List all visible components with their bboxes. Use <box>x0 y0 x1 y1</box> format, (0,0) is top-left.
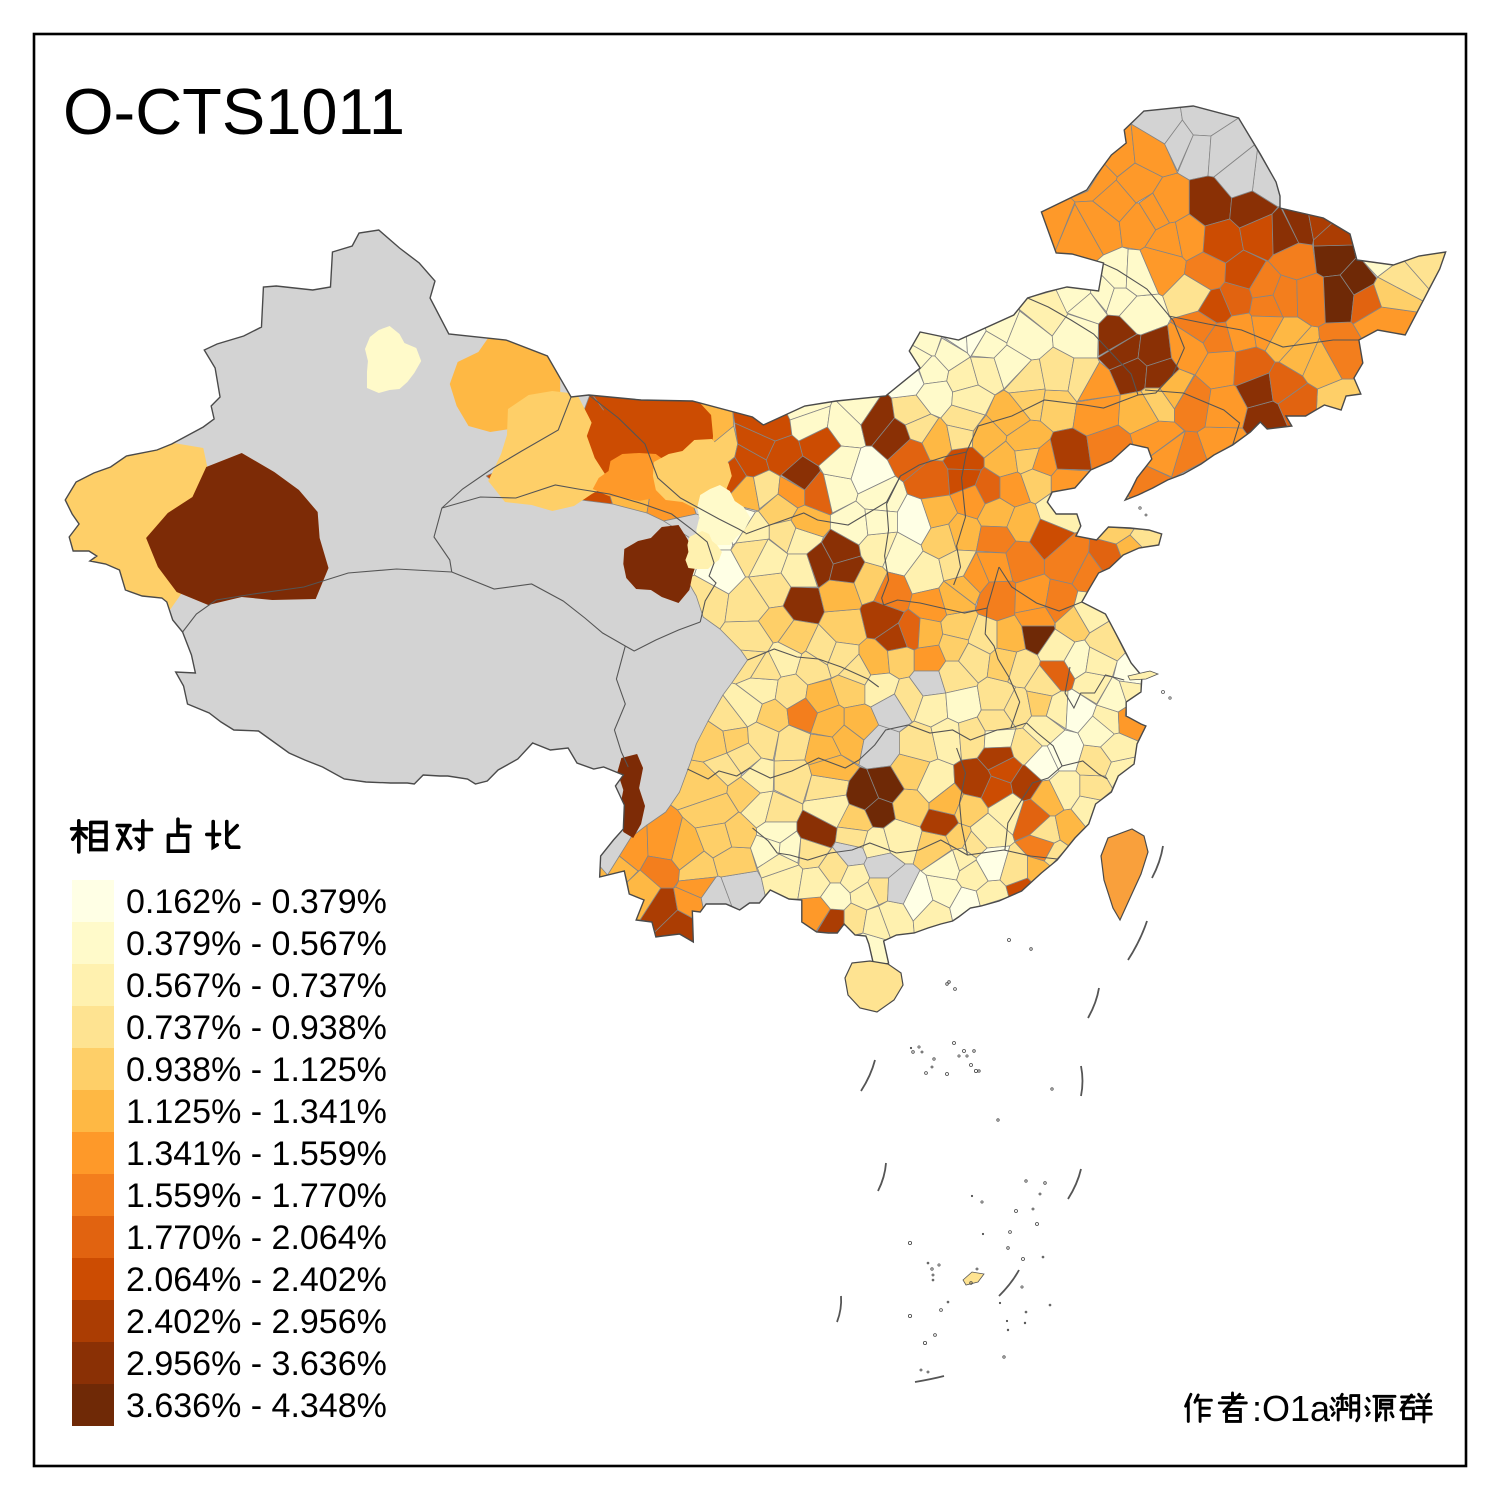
svg-text:1.341% - 1.559%: 1.341% - 1.559% <box>126 1135 387 1173</box>
svg-text:0.567% - 0.737%: 0.567% - 0.737% <box>126 967 387 1005</box>
svg-text:2.064% - 2.402%: 2.064% - 2.402% <box>126 1261 387 1299</box>
svg-text:0.737% - 0.938%: 0.737% - 0.938% <box>126 1009 387 1047</box>
svg-text:2.956% - 3.636%: 2.956% - 3.636% <box>126 1345 387 1383</box>
svg-text:1.770% - 2.064%: 1.770% - 2.064% <box>126 1219 387 1257</box>
svg-text::O1a: :O1a <box>1252 1388 1331 1429</box>
svg-text:0.162% - 0.379%: 0.162% - 0.379% <box>126 883 387 921</box>
svg-text:O-CTS1011: O-CTS1011 <box>63 75 405 148</box>
svg-text:1.559% - 1.770%: 1.559% - 1.770% <box>126 1177 387 1215</box>
svg-text:1.125% - 1.341%: 1.125% - 1.341% <box>126 1093 387 1131</box>
svg-text:3.636% - 4.348%: 3.636% - 4.348% <box>126 1387 387 1425</box>
svg-text:2.402% - 2.956%: 2.402% - 2.956% <box>126 1303 387 1341</box>
svg-text:0.379% - 0.567%: 0.379% - 0.567% <box>126 925 387 963</box>
svg-text:0.938% - 1.125%: 0.938% - 1.125% <box>126 1051 387 1089</box>
